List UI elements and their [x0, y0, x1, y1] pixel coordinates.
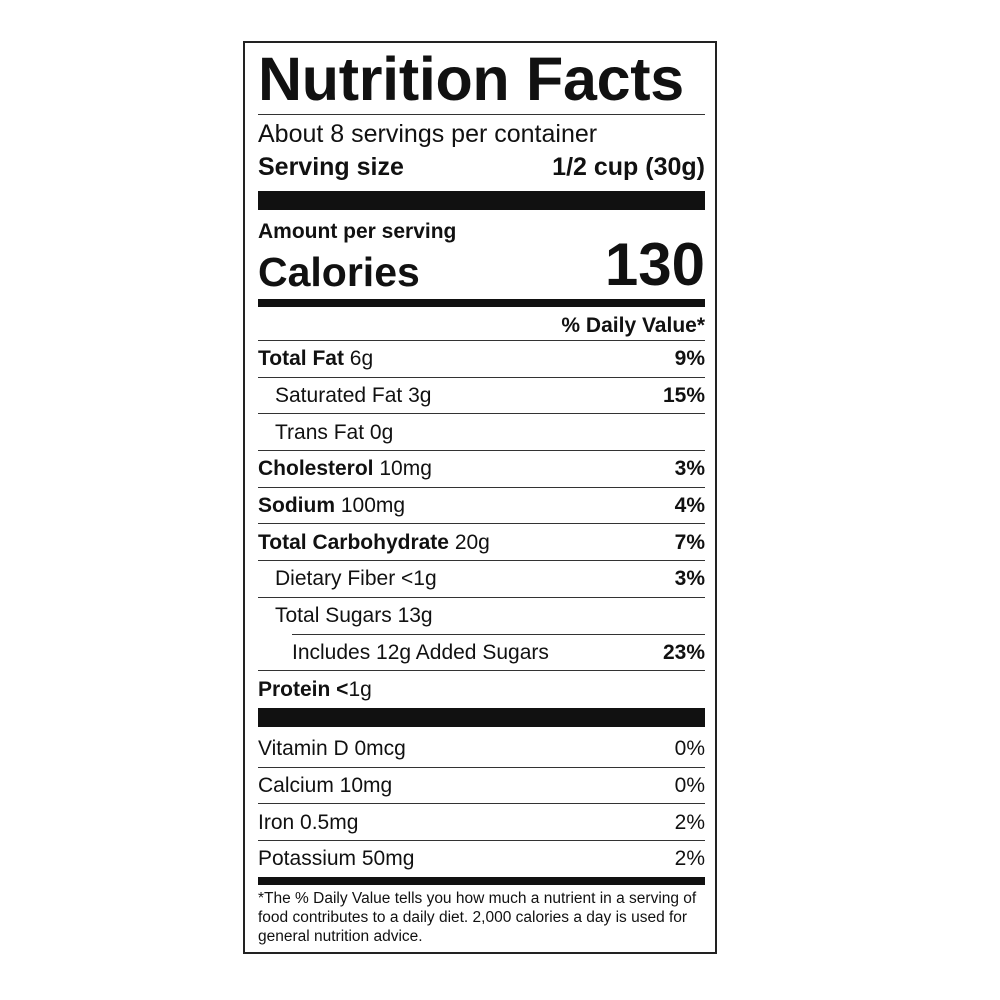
servings-per-container: About 8 servings per container — [258, 120, 598, 148]
vitamin-dv: 0% — [674, 737, 705, 761]
nutrient-row-total-sugars: Total Sugars 13g — [258, 598, 705, 635]
vitamin-name: Potassium 50mg — [258, 847, 415, 871]
nutrient-name: Includes 12g Added Sugars — [292, 640, 549, 664]
calories-value: 130 — [604, 231, 705, 298]
thick-divider — [258, 708, 705, 727]
vitamin-row-iron: Iron 0.5mg 2% — [258, 804, 705, 841]
nutrient-dv: 9% — [674, 347, 705, 371]
nutrient-dv: 23% — [662, 640, 705, 664]
nutrient-dv: 15% — [662, 384, 705, 408]
nutrient-name: Total Sugars 13g — [275, 604, 433, 628]
nutrient-amount: 100mg — [340, 494, 406, 518]
nutrient-amount: 20g — [454, 530, 490, 554]
medium-divider — [258, 299, 705, 307]
nutrient-row-total-fat: Total Fat 6g 9% — [258, 341, 705, 378]
nutrient-row-sodium: Sodium 100mg 4% — [258, 488, 705, 525]
serving-size-row: Serving size 1/2 cup (30g) — [258, 150, 705, 184]
nutrient-name: Sodium — [258, 494, 335, 518]
calories-row: Calories 130 — [258, 231, 705, 298]
nutrient-name: Total Fat — [258, 347, 344, 371]
vitamin-name: Calcium 10mg — [258, 774, 393, 798]
divider — [258, 114, 705, 115]
nutrient-dv: 4% — [674, 494, 705, 518]
nutrient-amount: 6g — [349, 347, 374, 371]
thick-divider — [258, 191, 705, 210]
divider — [258, 340, 705, 341]
nutrient-dv: 7% — [674, 530, 705, 554]
medium-divider — [258, 877, 705, 885]
daily-value-header: % Daily Value* — [561, 314, 705, 337]
calories-label: Calories — [258, 249, 420, 295]
nutrient-name: Total Carbohydrate — [258, 530, 449, 554]
footnote: *The % Daily Value tells you how much a … — [258, 890, 697, 945]
nutrient-row-dietary-fiber: Dietary Fiber <1g 3% — [258, 561, 705, 598]
amount-per-serving: Amount per serving — [258, 220, 457, 243]
nutrient-name: Cholesterol — [258, 457, 374, 481]
vitamin-dv: 2% — [674, 810, 705, 834]
nutrient-row-trans-fat: Trans Fat 0g — [258, 414, 705, 451]
nutrient-amount: 10mg — [379, 457, 432, 481]
nutrient-name: Dietary Fiber <1g — [275, 567, 437, 591]
vitamin-dv: 2% — [674, 847, 705, 871]
nutrient-name: Trans Fat 0g — [275, 420, 394, 444]
serving-size-label: Serving size — [258, 153, 404, 181]
nutrient-row-cholesterol: Cholesterol 10mg 3% — [258, 451, 705, 488]
nutrient-name: Saturated Fat 3g — [275, 384, 432, 408]
vitamin-row-vitamin-d: Vitamin D 0mcg 0% — [258, 731, 705, 768]
vitamin-row-calcium: Calcium 10mg 0% — [258, 768, 705, 805]
vitamin-row-potassium: Potassium 50mg 2% — [258, 841, 705, 878]
nutrient-row-saturated-fat: Saturated Fat 3g 15% — [258, 378, 705, 415]
vitamin-name: Iron 0.5mg — [258, 810, 359, 834]
serving-size-value: 1/2 cup (30g) — [552, 153, 705, 181]
vitamin-name: Vitamin D 0mcg — [258, 737, 406, 761]
nutrition-label-border — [243, 41, 717, 954]
nutrient-row-added-sugars: Includes 12g Added Sugars 23% — [258, 635, 705, 672]
nutrient-dv: 3% — [674, 567, 705, 591]
nutrient-dv: 3% — [674, 457, 705, 481]
label-title: Nutrition Facts — [258, 45, 684, 113]
nutrient-list: Total Fat 6g 9% Saturated Fat 3g 15% Tra… — [258, 341, 705, 708]
nutrient-name: Protein < — [258, 677, 349, 701]
nutrient-amount: 1g — [348, 677, 372, 701]
nutrient-row-protein: Protein <1g — [258, 671, 705, 708]
vitamin-dv: 0% — [674, 774, 705, 798]
vitamin-list: Vitamin D 0mcg 0% Calcium 10mg 0% Iron 0… — [258, 731, 705, 878]
nutrient-row-total-carbohydrate: Total Carbohydrate 20g 7% — [258, 524, 705, 561]
